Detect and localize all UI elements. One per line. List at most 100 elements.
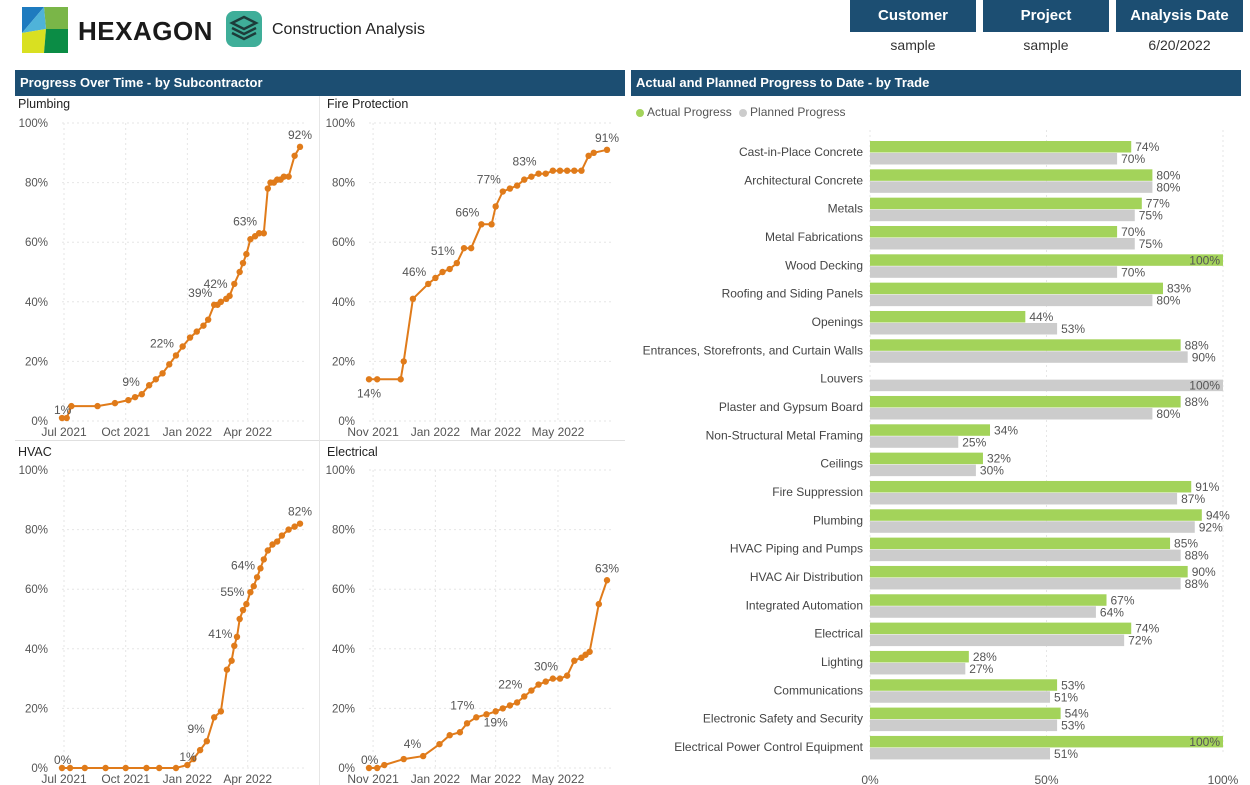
data-label: 82% (288, 505, 312, 519)
x-tick-label: Mar 2022 (470, 772, 521, 785)
data-point (122, 764, 129, 772)
data-point (269, 541, 276, 548)
data-point (125, 396, 132, 404)
line-chart: 0% 20% 40% 60% 80% 100% Nov 2021 Jan 2022 Mar 20… (326, 465, 620, 785)
x-tick-label: Jan 2022 (411, 425, 461, 439)
bar-label-actual: 90% (1192, 565, 1216, 579)
y-tick-label: 40% (25, 297, 48, 309)
bar-label-actual: 80% (1156, 168, 1180, 182)
data-point (373, 764, 381, 772)
y-tick-label: 40% (332, 297, 355, 309)
category-label: Non-Structural Metal Framing (706, 428, 863, 442)
legend-item-actual[interactable]: Actual Progress (636, 105, 735, 119)
x-tick-label: May 2022 (532, 425, 585, 439)
y-tick-label: 80% (25, 178, 48, 190)
project-value: sample (1023, 37, 1069, 53)
bar-label-planned: 75% (1139, 237, 1163, 251)
data-point (603, 577, 611, 584)
left-section-title: Progress Over Time - by Subcontractor (15, 70, 625, 96)
data-label: 0% (54, 753, 72, 767)
y-tick-label: 80% (332, 525, 355, 537)
data-point (463, 720, 471, 727)
data-point (506, 185, 514, 192)
bar-label-planned: 51% (1054, 747, 1078, 761)
data-point (186, 334, 194, 341)
legend-swatch-actual (636, 108, 644, 117)
data-point (535, 681, 542, 688)
bar-planned (870, 747, 1051, 760)
bar-actual (870, 679, 1058, 691)
category-label: Electrical (814, 627, 863, 641)
data-point (81, 764, 88, 772)
data-point (291, 152, 298, 159)
bar-planned (870, 181, 1153, 193)
data-point (264, 547, 272, 554)
data-label: 55% (220, 585, 244, 599)
data-point (236, 268, 243, 276)
data-label: 1% (54, 403, 72, 417)
data-point (131, 393, 139, 401)
bar-actual (870, 395, 1181, 408)
data-point (236, 615, 243, 623)
data-point (179, 343, 186, 350)
bar-label-actual: 54% (1065, 707, 1089, 721)
bar-planned (870, 719, 1058, 732)
y-tick-label: 20% (332, 703, 355, 715)
category-label: Electrical Power Control Equipment (674, 740, 863, 754)
bar-actual (870, 622, 1132, 635)
data-point (397, 376, 404, 383)
y-tick-label: 40% (25, 644, 48, 656)
y-tick-label: 100% (19, 465, 48, 477)
category-label: Architectural Concrete (744, 173, 863, 187)
data-point (233, 633, 241, 641)
x-tick-label: Mar 2022 (470, 425, 521, 439)
bar-actual (870, 339, 1181, 351)
data-point (488, 221, 495, 228)
bar-planned (870, 436, 959, 448)
bar-planned (870, 606, 1096, 618)
hexagon-logo-icon (22, 7, 68, 53)
data-point (143, 764, 150, 772)
y-tick-label: 60% (332, 237, 355, 249)
legend-label-actual: Actual Progress (647, 105, 732, 119)
bar-label-actual: 74% (1135, 622, 1159, 636)
legend-item-planned[interactable]: Planned Progress (739, 105, 845, 119)
data-point (521, 176, 528, 183)
data-label: 4% (404, 737, 422, 751)
data-point (549, 675, 557, 682)
data-point (190, 755, 197, 763)
bar-planned (870, 266, 1118, 278)
data-point (274, 538, 281, 545)
bar-planned (870, 464, 976, 477)
data-label: 9% (187, 722, 205, 736)
data-point (365, 376, 373, 383)
data-point (253, 574, 261, 581)
data-label: 41% (208, 627, 232, 641)
panel-title: Electrical (327, 445, 378, 459)
data-point (556, 167, 564, 174)
brand-logo: HEXAGON (18, 3, 212, 58)
data-point (595, 600, 603, 608)
right-section-title: Actual and Planned Progress to Date - by… (631, 70, 1241, 96)
bar-planned (870, 407, 1153, 420)
bar-label-planned: 51% (1054, 690, 1078, 704)
category-label: HVAC Air Distribution (750, 570, 863, 584)
bar-planned (870, 294, 1153, 307)
data-point (506, 702, 514, 709)
data-label: 0% (361, 753, 379, 767)
category-label: Metal Fabrications (765, 230, 863, 244)
data-label: 77% (477, 173, 501, 187)
data-point (239, 606, 247, 614)
category-label: Lighting (821, 655, 863, 669)
bar-actual (870, 169, 1153, 181)
data-point (585, 152, 592, 159)
y-tick-label: 80% (25, 525, 48, 537)
bar-label-actual: 100% (1189, 253, 1220, 267)
y-tick-label: 60% (25, 237, 48, 249)
data-label: 30% (534, 660, 558, 674)
data-point (419, 752, 427, 760)
data-point (264, 185, 272, 192)
data-point (432, 274, 439, 282)
x-tick-label: Jan 2022 (163, 425, 213, 439)
y-tick-label: 100% (326, 465, 355, 477)
